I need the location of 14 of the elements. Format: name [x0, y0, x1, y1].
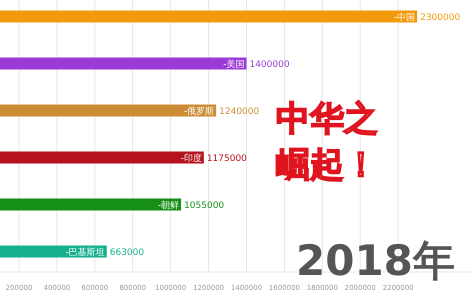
annotation: 中华之崛起！	[276, 98, 379, 187]
y-tick-label: -中国	[394, 12, 416, 23]
annotation: 2018年	[296, 236, 456, 285]
data-label: 1400000	[249, 60, 290, 70]
data-label: 663000	[110, 248, 144, 258]
y-tick-label: -印度	[180, 152, 202, 164]
y-tick-label: -巴基斯坦	[65, 246, 105, 258]
y-tick-label: -美国	[223, 58, 244, 70]
data-label: 1055000	[184, 201, 224, 211]
data-label: 1175000	[206, 154, 248, 164]
data-label: 1240000	[219, 107, 260, 117]
y-tick-label: -俄罗斯	[184, 106, 214, 117]
y-tick-label: -朝鲜	[158, 200, 180, 211]
data-label: 2300000	[420, 13, 460, 23]
